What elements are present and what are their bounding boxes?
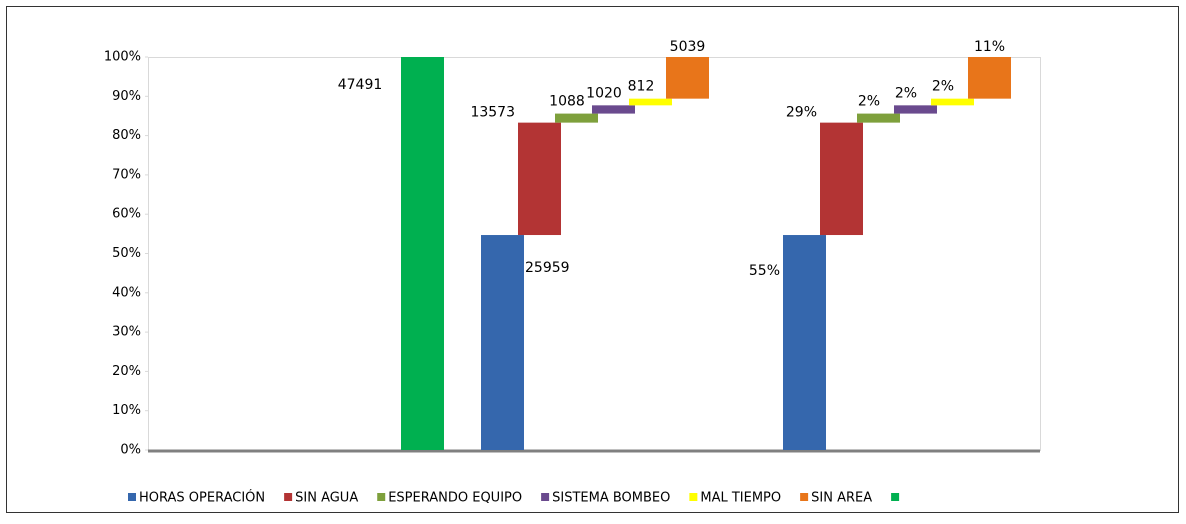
legend-swatch: [891, 493, 900, 501]
value-label: 1088: [549, 94, 585, 110]
bar: [555, 113, 598, 123]
value-label: 11%: [974, 39, 1005, 55]
bar: [783, 235, 826, 450]
y-tick-label: 90%: [112, 89, 141, 104]
value-label: 2%: [932, 79, 954, 95]
legend-swatch: [541, 493, 550, 501]
y-tick-label: 0%: [120, 443, 141, 458]
legend-swatch: [128, 493, 136, 501]
legend-label: ESPERANDO EQUIPO: [388, 491, 522, 506]
bar: [666, 57, 709, 99]
bar: [857, 113, 900, 123]
legend-swatch: [284, 493, 293, 501]
bar: [592, 105, 635, 114]
bar: [968, 57, 1011, 99]
value-label: 55%: [749, 263, 780, 279]
y-tick-label: 20%: [112, 364, 141, 379]
bar: [629, 98, 672, 106]
value-label: 13573: [470, 105, 515, 121]
bar: [894, 105, 937, 114]
bar: [820, 122, 863, 236]
value-label: 2%: [895, 85, 917, 101]
bar: [481, 235, 524, 450]
y-tick-label: 60%: [112, 207, 141, 222]
y-tick-label: 10%: [112, 403, 141, 418]
total-label: 47491: [338, 77, 383, 93]
y-tick-label: 70%: [112, 167, 141, 182]
y-tick-label: 40%: [112, 285, 141, 300]
legend-label: MAL TIEMPO: [700, 491, 781, 506]
bar: [518, 122, 561, 236]
value-label: 1020: [586, 85, 622, 101]
legend-label: SISTEMA BOMBEO: [552, 491, 670, 506]
y-tick-label: 100%: [104, 50, 141, 65]
y-tick-label: 30%: [112, 325, 141, 340]
legend-swatch: [800, 493, 809, 501]
value-label: 812: [628, 79, 655, 95]
value-label: 2%: [858, 94, 880, 110]
value-label: 29%: [786, 105, 817, 121]
legend-label: HORAS OPERACIÓN: [139, 490, 265, 506]
total-bar: [401, 57, 444, 450]
legend-swatch: [689, 493, 698, 501]
legend-swatch: [377, 493, 386, 501]
bar: [931, 98, 974, 106]
legend-label: SIN AGUA: [295, 491, 358, 506]
legend-label: SIN AREA: [811, 491, 872, 506]
value-label: 5039: [670, 39, 706, 55]
y-tick-label: 50%: [112, 246, 141, 261]
y-tick-label: 80%: [112, 128, 141, 143]
value-label: 25959: [525, 260, 570, 276]
